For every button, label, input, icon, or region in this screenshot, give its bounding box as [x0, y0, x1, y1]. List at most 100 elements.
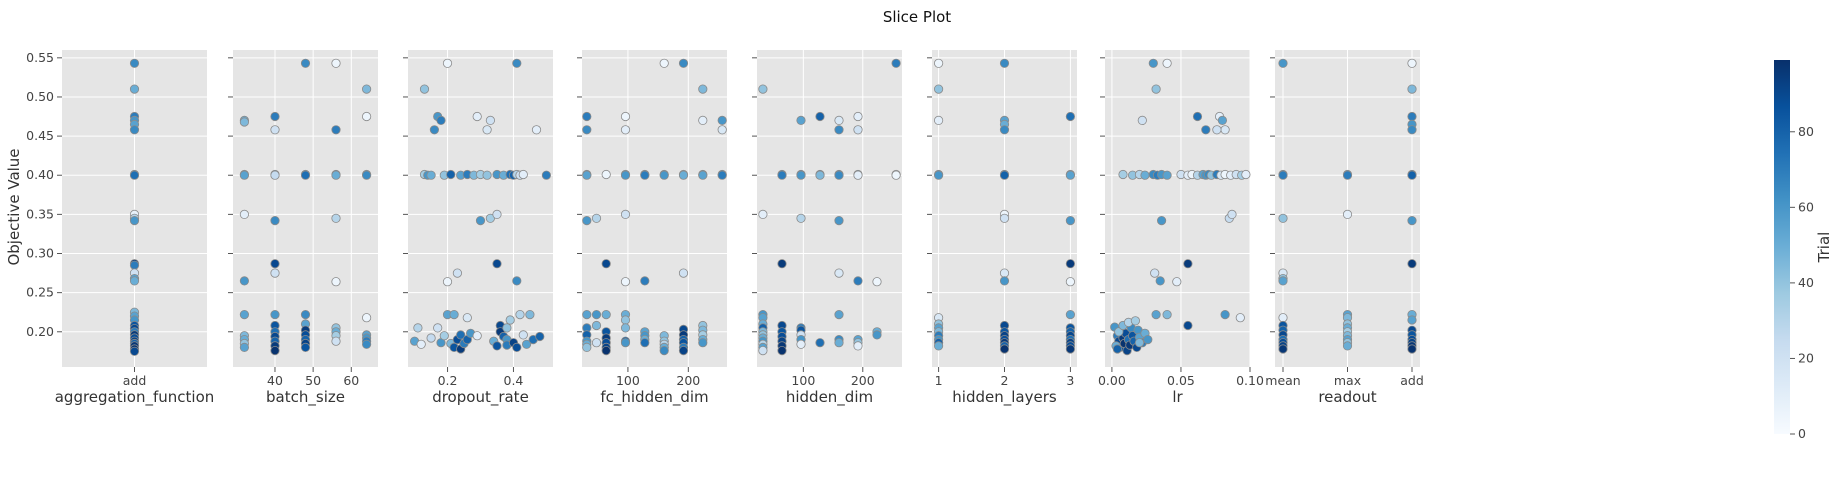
trial-point	[999, 58, 1010, 68]
trial-point	[1162, 309, 1172, 320]
trial-point	[591, 213, 602, 223]
trial-point	[1143, 334, 1153, 345]
x-tick-label: 2	[1001, 373, 1009, 388]
trial-point	[1407, 315, 1417, 325]
trial-point	[1278, 58, 1288, 68]
trial-point	[933, 341, 944, 351]
trial-point	[796, 339, 806, 349]
trial-point	[512, 58, 522, 68]
panel-background	[757, 50, 902, 367]
trial-point	[1162, 58, 1172, 68]
trial-point	[834, 216, 844, 226]
trial-point	[1183, 259, 1193, 269]
trial-point	[640, 276, 650, 286]
x-tick-label: mean	[1265, 373, 1300, 388]
subplot-panels: 0.200.250.300.350.400.450.500.55addaggre…	[26, 50, 1424, 407]
trial-point	[492, 209, 502, 219]
colorbar-gradient	[1774, 60, 1790, 434]
trial-point	[1137, 115, 1147, 126]
trial-point	[815, 170, 825, 180]
trial-point	[300, 342, 311, 352]
x-tick-label: 0.05	[1167, 373, 1195, 388]
trial-point	[439, 331, 449, 341]
trial-point	[1407, 259, 1417, 269]
panel-background	[408, 50, 553, 367]
trial-point	[482, 170, 492, 180]
trial-point	[129, 170, 140, 180]
trial-point	[270, 309, 280, 320]
trial-point	[129, 216, 140, 226]
trial-point	[239, 117, 249, 127]
trial-point	[796, 115, 806, 126]
trial-point	[1342, 170, 1353, 180]
trial-point	[1407, 125, 1417, 135]
trial-point	[1278, 213, 1288, 223]
trial-point	[472, 111, 482, 122]
trial-point	[1134, 338, 1145, 348]
x-tick-label: 0.4	[504, 373, 524, 388]
trial-point	[442, 58, 453, 68]
trial-point	[933, 170, 944, 180]
trial-point	[834, 125, 844, 135]
x-tick-label: 200	[676, 373, 700, 388]
trial-point	[834, 309, 844, 320]
trial-point	[1235, 313, 1245, 323]
trial-point	[678, 170, 689, 180]
trial-point	[413, 323, 423, 333]
trial-point	[1183, 320, 1193, 331]
trial-point	[796, 170, 806, 180]
y-tick-label: 0.25	[26, 285, 54, 300]
trial-point	[518, 169, 528, 180]
chart-title: Slice Plot	[883, 8, 951, 26]
x-tick-label: 0.10	[1236, 373, 1264, 388]
panel-readout: mean max add readout	[1265, 50, 1424, 406]
trial-point	[620, 338, 631, 348]
trial-point	[758, 84, 768, 94]
panel-lr: 0.00 0.05 0.10 lr	[1098, 50, 1264, 406]
trial-point	[601, 309, 611, 320]
x-tick-label: 40	[267, 373, 283, 388]
trial-point	[891, 58, 901, 68]
trial-point	[426, 333, 436, 343]
trial-point	[442, 277, 453, 287]
trial-point	[361, 313, 372, 323]
x-axis-title: aggregation_function	[55, 388, 215, 407]
trial-point	[659, 345, 669, 356]
trial-point	[482, 125, 492, 135]
trial-point	[853, 125, 863, 135]
trial-point	[521, 339, 532, 349]
trial-point	[300, 58, 311, 68]
trial-point	[582, 125, 592, 135]
trial-point	[620, 315, 631, 325]
trial-point	[834, 338, 844, 348]
trial-point	[270, 111, 280, 122]
trial-point	[678, 268, 689, 278]
x-tick-label: 50	[305, 373, 321, 388]
y-tick-label: 0.45	[26, 128, 54, 143]
trial-point	[601, 345, 611, 356]
trial-point	[239, 209, 249, 219]
colorbar-tick-label: 20	[1798, 350, 1814, 365]
trial-point	[933, 84, 944, 94]
trial-point	[419, 84, 430, 94]
trial-point	[1140, 170, 1150, 180]
trial-point	[582, 342, 592, 352]
trial-point	[1157, 216, 1167, 226]
trial-point	[525, 309, 535, 320]
y-tick-label: 0.20	[26, 324, 54, 339]
x-tick-label: add	[1400, 373, 1424, 388]
trial-point	[270, 268, 280, 278]
trial-point	[872, 330, 882, 340]
trial-point	[1407, 84, 1417, 94]
x-tick-label: 200	[851, 373, 875, 388]
colorbar-tick-label: 40	[1798, 275, 1814, 290]
trial-point	[640, 338, 650, 348]
trial-point	[129, 58, 140, 68]
trial-point	[1065, 111, 1076, 122]
trial-point	[999, 213, 1010, 223]
trial-point	[512, 342, 522, 352]
colorbar-tick-label: 80	[1798, 124, 1814, 139]
trial-point	[1114, 327, 1124, 337]
trial-point	[270, 345, 280, 356]
